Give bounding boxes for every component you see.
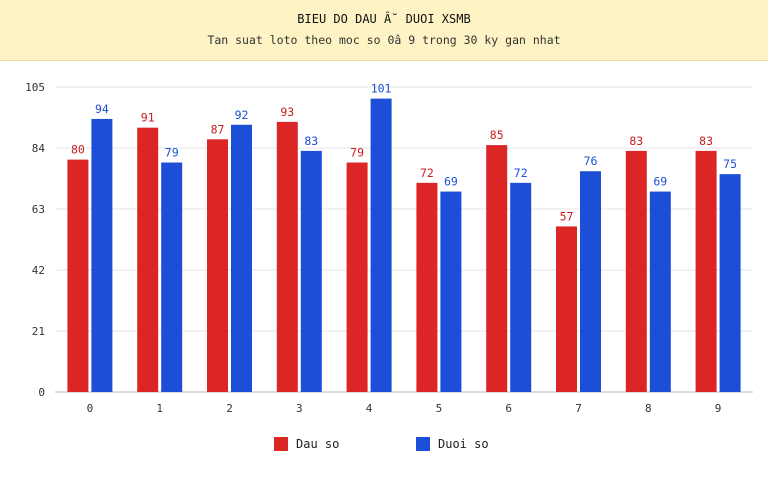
bar-duoi — [719, 174, 741, 392]
data-label-dau: 85 — [490, 128, 504, 142]
bar-dau — [625, 150, 647, 392]
data-label-duoi: 92 — [235, 108, 249, 122]
bar-dau — [67, 159, 89, 392]
bar-duoi — [580, 171, 601, 392]
y-tick-label: 84 — [32, 142, 46, 155]
bar-duoi — [649, 191, 671, 392]
data-label-duoi: 69 — [653, 175, 667, 189]
data-label-dau: 83 — [629, 134, 643, 148]
legend-label-duoi: Duoi so — [438, 437, 489, 451]
x-tick-label: 3 — [296, 402, 303, 415]
bar-chart: 0214263841058094091791879229383379101472… — [25, 81, 753, 415]
data-label-duoi: 94 — [95, 102, 109, 116]
bar-duoi — [440, 191, 462, 392]
bar-dau — [207, 139, 228, 392]
bar-dau — [276, 121, 298, 392]
data-label-duoi: 76 — [584, 154, 598, 168]
y-tick-label: 0 — [38, 386, 45, 399]
x-tick-label: 0 — [87, 402, 94, 415]
x-tick-label: 2 — [226, 402, 233, 415]
data-label-duoi: 75 — [723, 157, 737, 171]
data-label-duoi: 79 — [165, 146, 179, 160]
bar-duoi — [370, 98, 392, 392]
data-label-dau: 87 — [211, 122, 225, 136]
x-tick-label: 6 — [505, 402, 512, 415]
legend-swatch-duoi — [416, 437, 430, 451]
bar-duoi — [510, 182, 532, 392]
bar-dau — [695, 150, 717, 392]
data-label-dau: 91 — [141, 111, 155, 125]
x-tick-label: 8 — [645, 402, 652, 415]
y-tick-label: 63 — [32, 203, 45, 216]
chart-title: BIEU DO DAU Â˘ DUOI XSMB — [297, 12, 471, 26]
data-label-dau: 72 — [420, 166, 434, 180]
legend-item-dau[interactable]: Dau so — [274, 436, 339, 452]
bar-duoi — [161, 162, 183, 392]
legend-item-duoi[interactable]: Duoi so — [416, 436, 489, 452]
data-label-dau: 57 — [560, 209, 574, 223]
legend-swatch-dau — [274, 437, 288, 451]
bar-duoi — [300, 150, 322, 392]
data-label-dau: 83 — [699, 134, 713, 148]
data-label-duoi: 72 — [514, 166, 528, 180]
y-tick-label: 42 — [32, 264, 45, 277]
x-tick-label: 7 — [575, 402, 582, 415]
x-tick-label: 5 — [436, 402, 443, 415]
bar-dau — [556, 226, 577, 392]
x-tick-label: 1 — [156, 402, 163, 415]
bar-duoi — [91, 118, 113, 392]
bar-dau — [346, 162, 368, 392]
x-tick-label: 9 — [715, 402, 722, 415]
data-label-dau: 80 — [71, 143, 85, 157]
bar-duoi — [231, 124, 252, 392]
bar-dau — [486, 145, 508, 392]
data-label-dau: 79 — [350, 146, 364, 160]
data-label-duoi: 69 — [444, 175, 458, 189]
x-tick-label: 4 — [366, 402, 373, 415]
data-label-dau: 93 — [280, 105, 294, 119]
data-label-duoi: 83 — [304, 134, 318, 148]
bar-dau — [416, 182, 438, 392]
data-label-duoi: 101 — [371, 82, 392, 96]
bar-dau — [137, 127, 159, 393]
chart-subtitle: Tan suat loto theo moc so 0â 9 trong 30 … — [207, 33, 561, 47]
y-tick-label: 105 — [25, 81, 45, 94]
chart-header: BIEU DO DAU Â˘ DUOI XSMB Tan suat loto t… — [0, 0, 768, 61]
y-tick-label: 21 — [32, 325, 45, 338]
legend-label-dau: Dau so — [296, 437, 340, 451]
